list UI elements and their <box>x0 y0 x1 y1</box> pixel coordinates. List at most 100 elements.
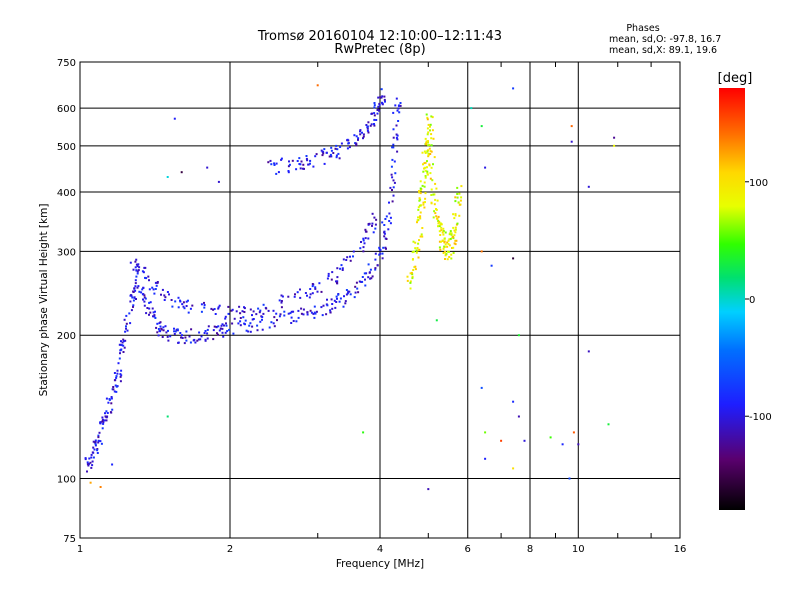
data-point <box>265 307 268 310</box>
data-point <box>96 449 99 452</box>
data-point <box>300 160 303 163</box>
data-point <box>267 309 270 312</box>
x-tick-label: 16 <box>674 544 687 555</box>
data-point <box>392 194 395 197</box>
data-point <box>414 268 417 271</box>
data-point <box>283 314 286 317</box>
data-point <box>278 315 281 318</box>
data-point <box>378 246 381 249</box>
data-point <box>152 288 155 291</box>
data-point <box>327 272 330 275</box>
data-point <box>453 234 456 237</box>
data-point <box>270 321 273 324</box>
data-point <box>231 308 234 311</box>
data-point <box>607 423 610 426</box>
data-point <box>336 267 339 270</box>
data-point <box>338 300 341 303</box>
data-point <box>300 312 303 315</box>
data-point <box>252 318 255 320</box>
data-point <box>371 112 373 115</box>
data-point <box>419 211 422 214</box>
data-point <box>423 181 426 184</box>
data-point <box>111 463 114 466</box>
data-point <box>363 272 366 275</box>
data-point <box>570 140 573 143</box>
data-point <box>430 150 433 153</box>
data-point <box>397 120 400 122</box>
data-point <box>406 275 409 278</box>
data-point <box>346 292 349 295</box>
data-point <box>383 230 386 233</box>
data-point <box>134 289 137 292</box>
data-point <box>135 258 138 261</box>
data-point <box>183 342 186 345</box>
data-point <box>449 237 452 240</box>
data-point <box>425 113 428 116</box>
data-point <box>430 201 433 204</box>
data-point <box>383 224 386 226</box>
data-point <box>419 217 422 220</box>
data-point <box>455 239 458 242</box>
data-point <box>430 133 433 136</box>
data-point <box>442 227 445 230</box>
data-point <box>331 303 334 305</box>
data-point <box>292 310 295 313</box>
data-point <box>287 295 290 298</box>
data-point <box>437 222 440 225</box>
data-point <box>259 320 262 323</box>
data-point <box>512 467 515 470</box>
data-point <box>440 229 443 232</box>
data-point <box>371 222 374 225</box>
data-point <box>138 290 141 293</box>
data-point <box>167 329 169 332</box>
data-point <box>103 419 106 422</box>
data-point <box>392 179 395 182</box>
data-point <box>339 267 342 270</box>
data-point <box>151 286 154 289</box>
data-point <box>244 319 247 322</box>
data-point <box>278 299 281 302</box>
data-point <box>87 464 90 467</box>
data-point <box>105 410 108 413</box>
data-point <box>439 234 442 236</box>
data-point <box>86 461 89 464</box>
data-point <box>268 326 271 329</box>
data-point <box>427 123 430 126</box>
data-point <box>428 143 431 146</box>
data-point <box>119 373 122 376</box>
data-point <box>160 328 163 331</box>
data-point <box>228 328 231 331</box>
data-point <box>131 296 134 299</box>
data-point <box>145 277 148 280</box>
data-point <box>119 375 122 378</box>
data-point <box>337 293 340 296</box>
data-point <box>367 276 370 279</box>
data-point <box>443 245 446 248</box>
data-point <box>259 309 262 312</box>
data-point <box>436 199 439 202</box>
data-point <box>422 201 425 204</box>
data-point <box>311 292 314 295</box>
data-point <box>239 317 242 319</box>
data-point <box>152 315 154 318</box>
data-point <box>430 194 433 196</box>
data-point <box>393 181 396 184</box>
data-point <box>452 226 455 229</box>
data-point <box>367 237 370 240</box>
data-point <box>207 325 210 328</box>
data-point <box>373 216 376 219</box>
data-point <box>102 422 105 425</box>
data-point <box>198 331 201 334</box>
data-point <box>452 237 455 240</box>
data-point <box>119 380 122 383</box>
data-point <box>392 186 395 189</box>
data-point <box>275 312 278 315</box>
data-point <box>364 228 367 231</box>
data-point <box>452 213 455 216</box>
data-point <box>161 336 164 338</box>
data-point <box>430 144 433 147</box>
data-point <box>334 306 337 309</box>
data-point <box>132 305 134 308</box>
data-point <box>155 326 158 329</box>
data-point <box>416 219 419 222</box>
